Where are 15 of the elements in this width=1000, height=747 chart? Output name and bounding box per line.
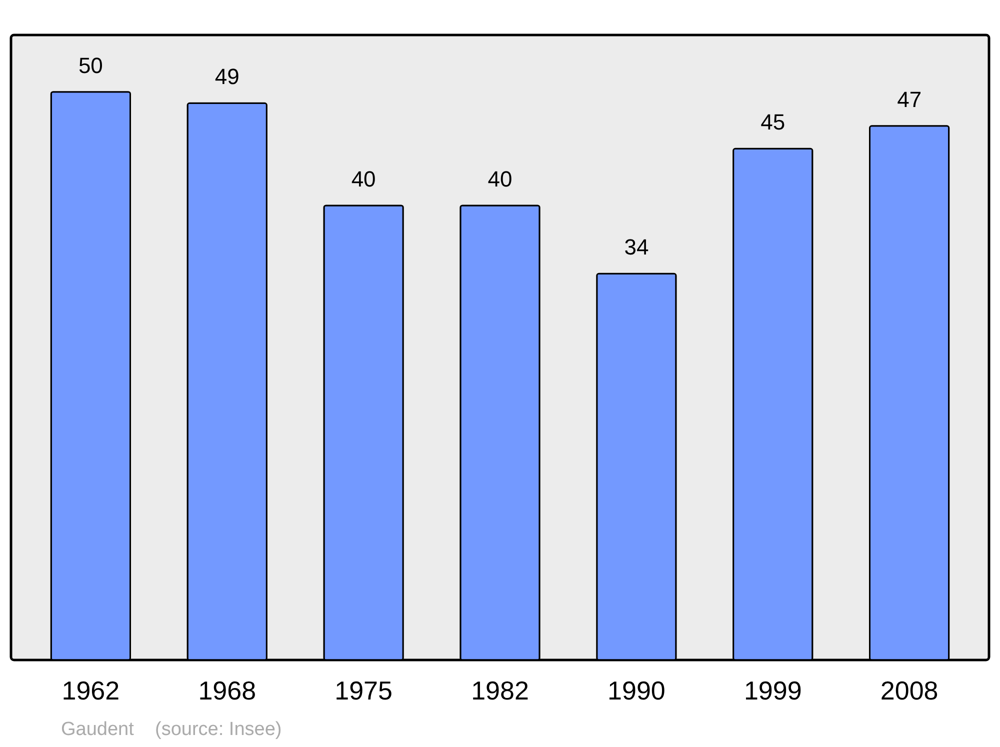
x-tick-label: 1982 <box>471 676 529 706</box>
data-label: 34 <box>624 234 649 260</box>
x-tick-label: 1962 <box>62 676 120 706</box>
data-label: 40 <box>351 166 376 192</box>
data-label: 40 <box>488 166 512 192</box>
x-tick-label: 1990 <box>608 676 666 706</box>
data-label: 50 <box>78 52 103 78</box>
data-label: 47 <box>897 86 922 112</box>
x-tick-label: 1999 <box>744 676 802 706</box>
x-tick-label: 1968 <box>198 676 256 706</box>
x-tick-label: 1975 <box>334 676 392 706</box>
text: Gaudent (source: Insee) <box>61 719 282 741</box>
data-label: 49 <box>214 64 240 90</box>
data-label: 45 <box>760 110 786 135</box>
x-tick-label: 2008 <box>880 676 938 706</box>
